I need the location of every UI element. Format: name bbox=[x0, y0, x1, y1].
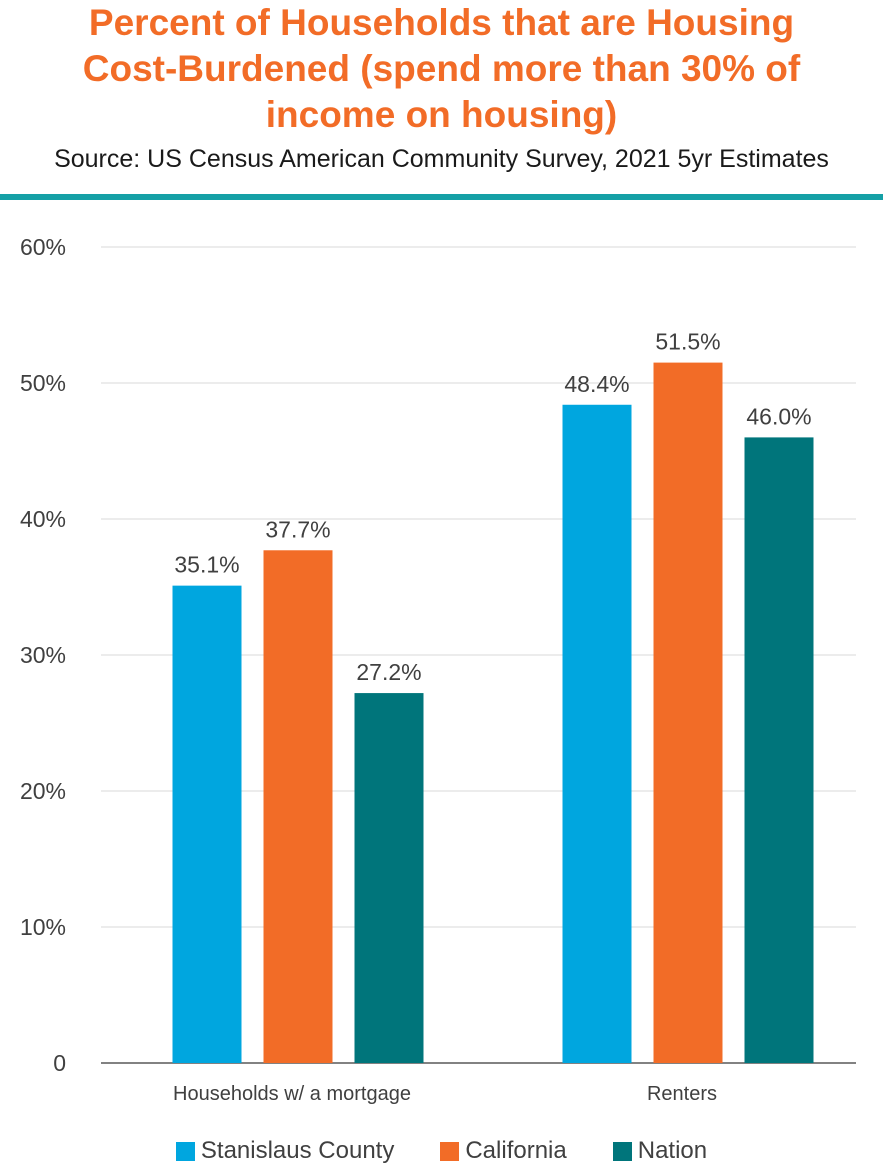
y-tick-label: 20% bbox=[20, 778, 66, 804]
legend-item-california: California bbox=[440, 1137, 567, 1165]
legend-item-stanislaus: Stanislaus County bbox=[175, 1137, 395, 1165]
legend-swatch-stanislaus bbox=[175, 1141, 195, 1161]
legend-swatch-california bbox=[440, 1141, 460, 1161]
header-divider bbox=[0, 194, 883, 200]
legend-label-stanislaus: Stanislaus County bbox=[200, 1137, 395, 1164]
legend-label-nation: Nation bbox=[637, 1137, 708, 1164]
bar bbox=[263, 550, 333, 1063]
y-tick-label: 10% bbox=[20, 914, 66, 940]
y-tick-label: 60% bbox=[20, 234, 66, 260]
chart-legend: Stanislaus County California Nation bbox=[0, 1134, 883, 1168]
y-tick-label: 30% bbox=[20, 642, 66, 668]
bar-chart: 0 10% 20% 30% 40% 50% 60% 35.1% 37.7% 27.2% Househ… bbox=[20, 234, 856, 1105]
bar bbox=[744, 437, 814, 1063]
data-label: 35.1% bbox=[174, 552, 239, 578]
x-tick-label: Households w/ a mortgage bbox=[173, 1083, 411, 1105]
y-tick-label: 40% bbox=[20, 506, 66, 532]
data-label: 46.0% bbox=[746, 403, 811, 429]
y-tick-label: 0 bbox=[53, 1050, 66, 1076]
chart-subtitle: Source: US Census American Community Sur… bbox=[54, 145, 829, 173]
data-label: 37.7% bbox=[265, 516, 330, 542]
legend-item-nation: Nation bbox=[612, 1137, 708, 1165]
chart-title: Percent of Households that are Housing Co… bbox=[82, 2, 801, 135]
x-tick-label: Renters bbox=[647, 1083, 717, 1105]
legend-label-california: California bbox=[465, 1137, 567, 1164]
bar bbox=[562, 404, 632, 1063]
data-label: 27.2% bbox=[356, 659, 421, 685]
bar bbox=[354, 693, 424, 1063]
bar bbox=[653, 362, 723, 1064]
y-tick-label: 50% bbox=[20, 370, 66, 396]
data-label: 48.4% bbox=[564, 371, 629, 397]
data-label: 51.5% bbox=[655, 329, 720, 355]
legend-swatch-nation bbox=[612, 1141, 632, 1161]
bar bbox=[172, 585, 242, 1063]
